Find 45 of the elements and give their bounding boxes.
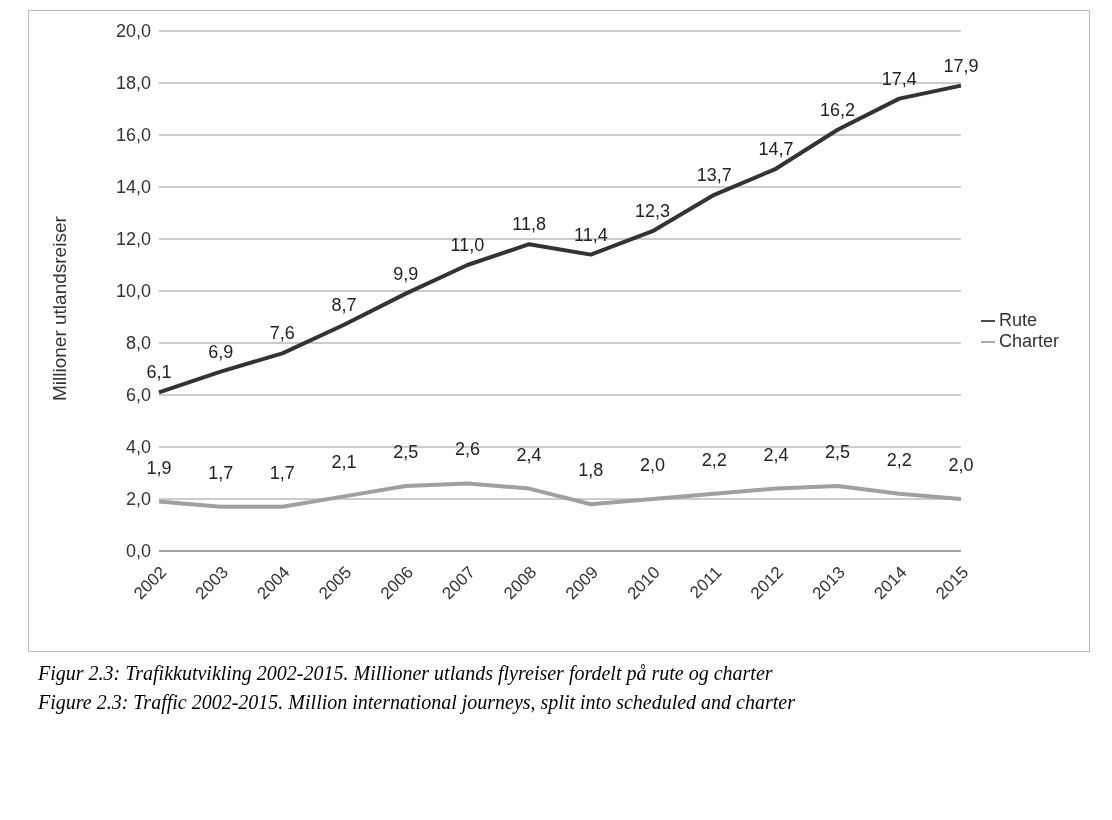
y-tick-label: 4,0 (125, 437, 151, 458)
data-label: 1,9 (146, 457, 172, 478)
data-label: 17,4 (881, 68, 917, 89)
y-tick-label: 8,0 (125, 333, 151, 354)
legend-label: Charter (998, 331, 1059, 351)
data-label: 7,6 (269, 323, 295, 344)
data-label: 13,7 (696, 164, 732, 185)
y-tick-label: 12,0 (115, 229, 151, 250)
legend-label: Rute (998, 310, 1037, 330)
data-label: 11,4 (573, 224, 608, 245)
data-label: 16,2 (820, 99, 856, 120)
line-series (157, 481, 963, 509)
data-label: 2,2 (886, 449, 912, 470)
data-label: 11,0 (450, 235, 485, 255)
data-label: 2,4 (516, 444, 542, 465)
data-label: 9,9 (393, 263, 419, 284)
data-label: 6,1 (146, 362, 172, 383)
data-label: 2,0 (640, 455, 666, 475)
data-label: 1,7 (208, 462, 234, 483)
y-tick-label: 20,0 (115, 21, 151, 42)
data-label: 8,7 (331, 294, 357, 315)
data-label: 2,4 (763, 444, 789, 465)
y-tick-label: 6,0 (125, 385, 151, 406)
text: Figur 2.3: Trafikkutvikling 2002-2015. Millioner utlands flyreiser fordelt på rute og charter (38, 662, 774, 685)
data-label: 17,9 (943, 55, 979, 76)
y-tick-label: 10,0 (115, 281, 151, 302)
data-label: 2,2 (701, 449, 727, 470)
y-tick-label: 2,0 (125, 489, 151, 510)
data-label: 12,3 (635, 201, 671, 222)
caption: Figure 2.3: Traffic 2002-2015. Million international journeys, split into scheduled and charter (38, 691, 796, 714)
data-label: 2,5 (393, 442, 419, 462)
data-label: 2,6 (454, 439, 480, 460)
y-tick-label: 16,0 (115, 125, 151, 146)
y-tick-label: 14,0 (115, 177, 151, 198)
data-label: 2,1 (331, 452, 357, 473)
y-axis-title: Millioner utlandsreiser (48, 215, 70, 401)
data-label: 2,5 (825, 442, 851, 462)
data-label: 1,7 (269, 462, 295, 483)
y-tick-label: 18,0 (115, 73, 151, 94)
data-label: 6,9 (208, 341, 234, 362)
data-label: 1,8 (578, 460, 604, 481)
data-label: 11,8 (512, 214, 546, 235)
data-label: 14,7 (758, 138, 794, 159)
y-tick-label: 0,0 (125, 541, 151, 562)
data-label: 2,0 (948, 455, 974, 475)
